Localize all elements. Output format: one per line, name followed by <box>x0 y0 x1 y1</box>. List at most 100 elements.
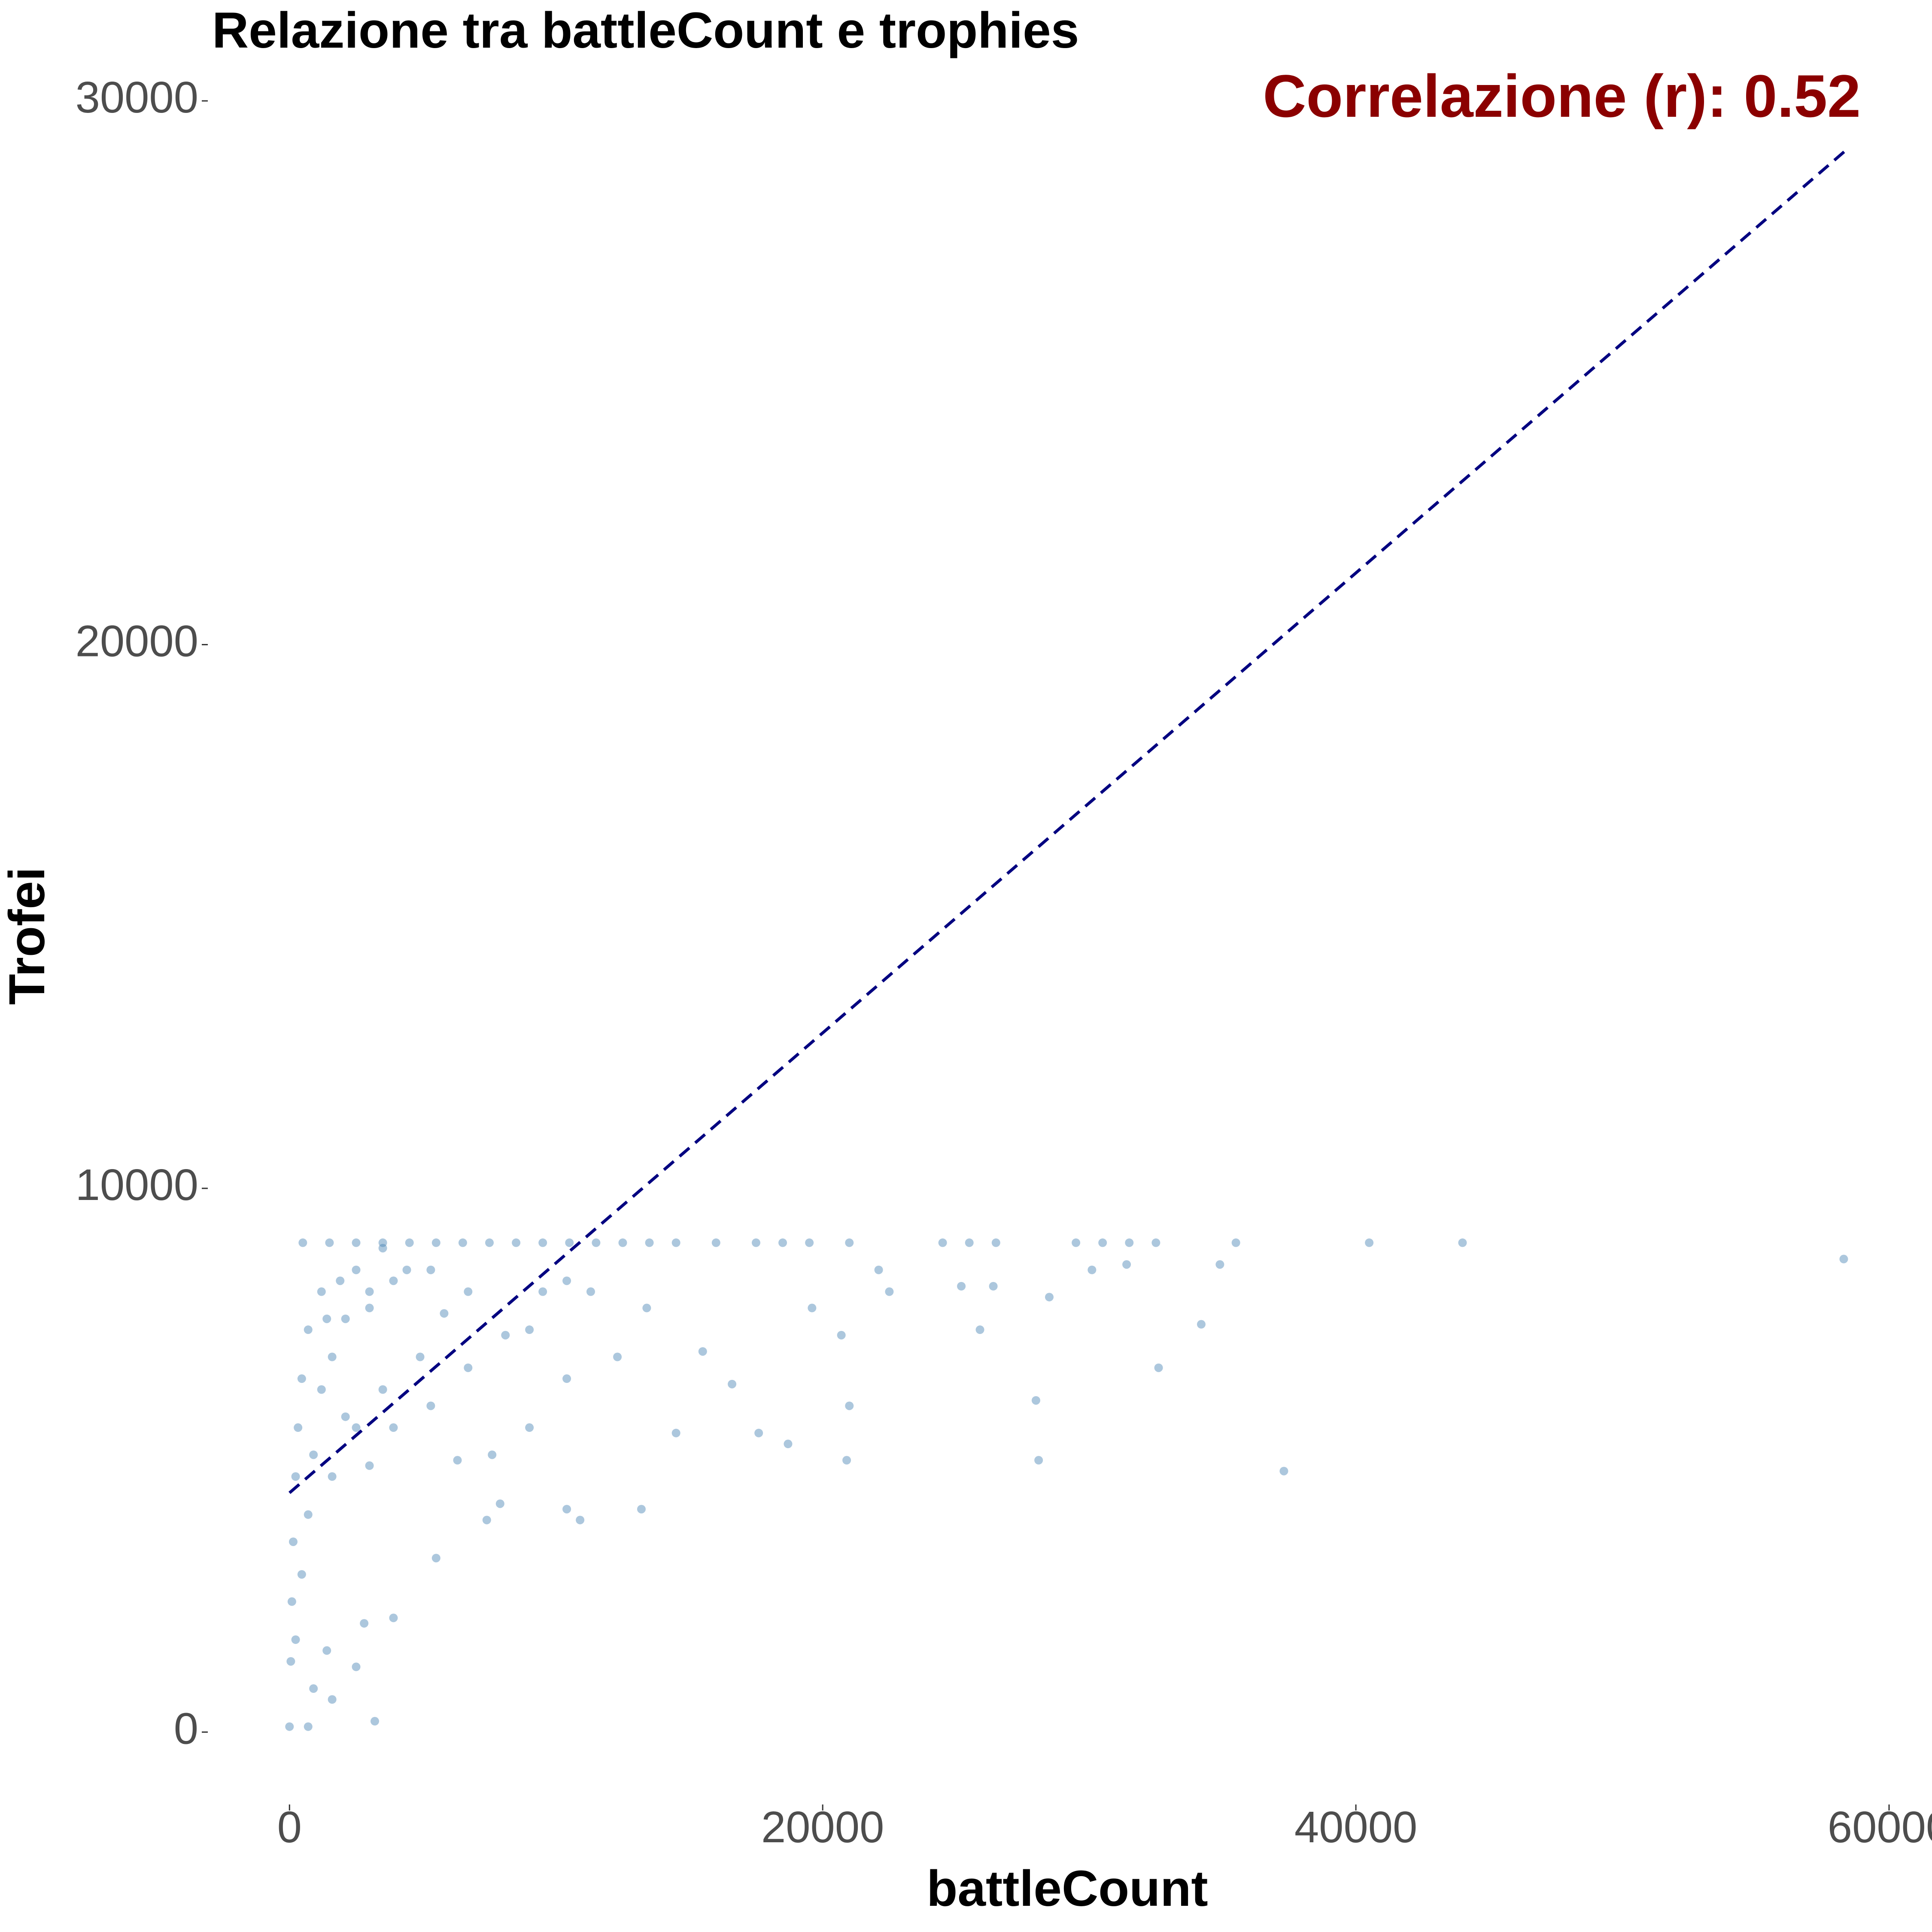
point <box>989 1282 998 1291</box>
point <box>784 1440 793 1449</box>
point <box>291 1472 300 1481</box>
point <box>464 1363 473 1372</box>
point <box>576 1516 585 1525</box>
point <box>671 1238 680 1247</box>
point <box>328 1472 337 1481</box>
point <box>488 1450 497 1459</box>
point <box>837 1331 846 1340</box>
point <box>389 1276 398 1285</box>
point <box>938 1238 947 1247</box>
point <box>309 1684 318 1693</box>
point <box>1458 1238 1467 1247</box>
point <box>328 1695 337 1704</box>
x-tick-label: 60000 <box>1828 1802 1932 1852</box>
point <box>525 1423 534 1432</box>
point <box>485 1238 494 1247</box>
point <box>285 1722 294 1731</box>
point <box>482 1516 491 1525</box>
point <box>808 1303 817 1312</box>
point <box>1215 1260 1224 1269</box>
point <box>613 1352 622 1361</box>
point <box>378 1238 387 1247</box>
point <box>728 1379 737 1388</box>
point <box>389 1613 398 1622</box>
point <box>965 1238 974 1247</box>
point <box>352 1238 361 1247</box>
point <box>957 1282 966 1291</box>
point <box>885 1287 894 1296</box>
point <box>618 1238 627 1247</box>
point <box>1088 1265 1097 1274</box>
point <box>1231 1238 1240 1247</box>
point <box>1125 1238 1134 1247</box>
point <box>642 1303 651 1312</box>
point <box>304 1325 313 1334</box>
point <box>1279 1467 1288 1476</box>
point <box>289 1537 298 1546</box>
point <box>431 1554 440 1563</box>
point <box>874 1265 883 1274</box>
point <box>317 1287 326 1296</box>
point <box>336 1276 345 1285</box>
x-tick-label: 0 <box>277 1802 302 1852</box>
point <box>453 1456 462 1465</box>
point <box>698 1347 707 1356</box>
point <box>845 1238 854 1247</box>
point <box>352 1265 361 1274</box>
point <box>1031 1396 1040 1405</box>
trend-line <box>288 149 1847 1494</box>
point <box>304 1722 313 1731</box>
point <box>592 1238 601 1247</box>
point <box>845 1401 854 1410</box>
point <box>562 1276 571 1285</box>
point <box>1045 1293 1054 1302</box>
point <box>322 1314 331 1323</box>
point <box>389 1423 398 1432</box>
point <box>286 1657 295 1666</box>
point <box>975 1325 984 1334</box>
point <box>297 1570 306 1579</box>
point <box>525 1325 534 1334</box>
y-tick-label: 0 <box>174 1704 198 1753</box>
point <box>464 1287 473 1296</box>
point <box>501 1331 510 1340</box>
x-tick-label: 40000 <box>1294 1802 1417 1852</box>
point <box>805 1238 814 1247</box>
x-tick-label: 20000 <box>761 1802 884 1852</box>
point <box>645 1238 654 1247</box>
point <box>671 1428 680 1437</box>
point <box>562 1374 571 1383</box>
point <box>304 1510 313 1519</box>
point <box>291 1635 300 1644</box>
point <box>1072 1238 1081 1247</box>
chart-title: Relazione tra battleCount e trophies <box>212 2 1079 59</box>
point <box>325 1238 334 1247</box>
point <box>298 1238 307 1247</box>
point <box>416 1352 425 1361</box>
point <box>365 1287 374 1296</box>
point <box>1839 1255 1848 1264</box>
point <box>341 1314 350 1323</box>
point <box>328 1352 337 1361</box>
point <box>341 1412 350 1421</box>
point <box>426 1265 435 1274</box>
point <box>778 1238 787 1247</box>
point <box>711 1238 720 1247</box>
point <box>431 1238 440 1247</box>
point <box>370 1717 379 1726</box>
point <box>378 1244 387 1253</box>
point <box>562 1505 571 1514</box>
point <box>512 1238 521 1247</box>
point <box>1154 1363 1163 1372</box>
point <box>426 1401 435 1410</box>
y-tick-label: 20000 <box>76 617 198 666</box>
point <box>754 1428 763 1437</box>
y-tick-label: 10000 <box>76 1160 198 1209</box>
point <box>538 1287 547 1296</box>
x-axis-title: battleCount <box>927 1860 1208 1917</box>
point <box>378 1385 387 1394</box>
annotation: Correlazione (r): 0.52 <box>1263 62 1861 130</box>
point <box>294 1423 303 1432</box>
point <box>565 1238 574 1247</box>
